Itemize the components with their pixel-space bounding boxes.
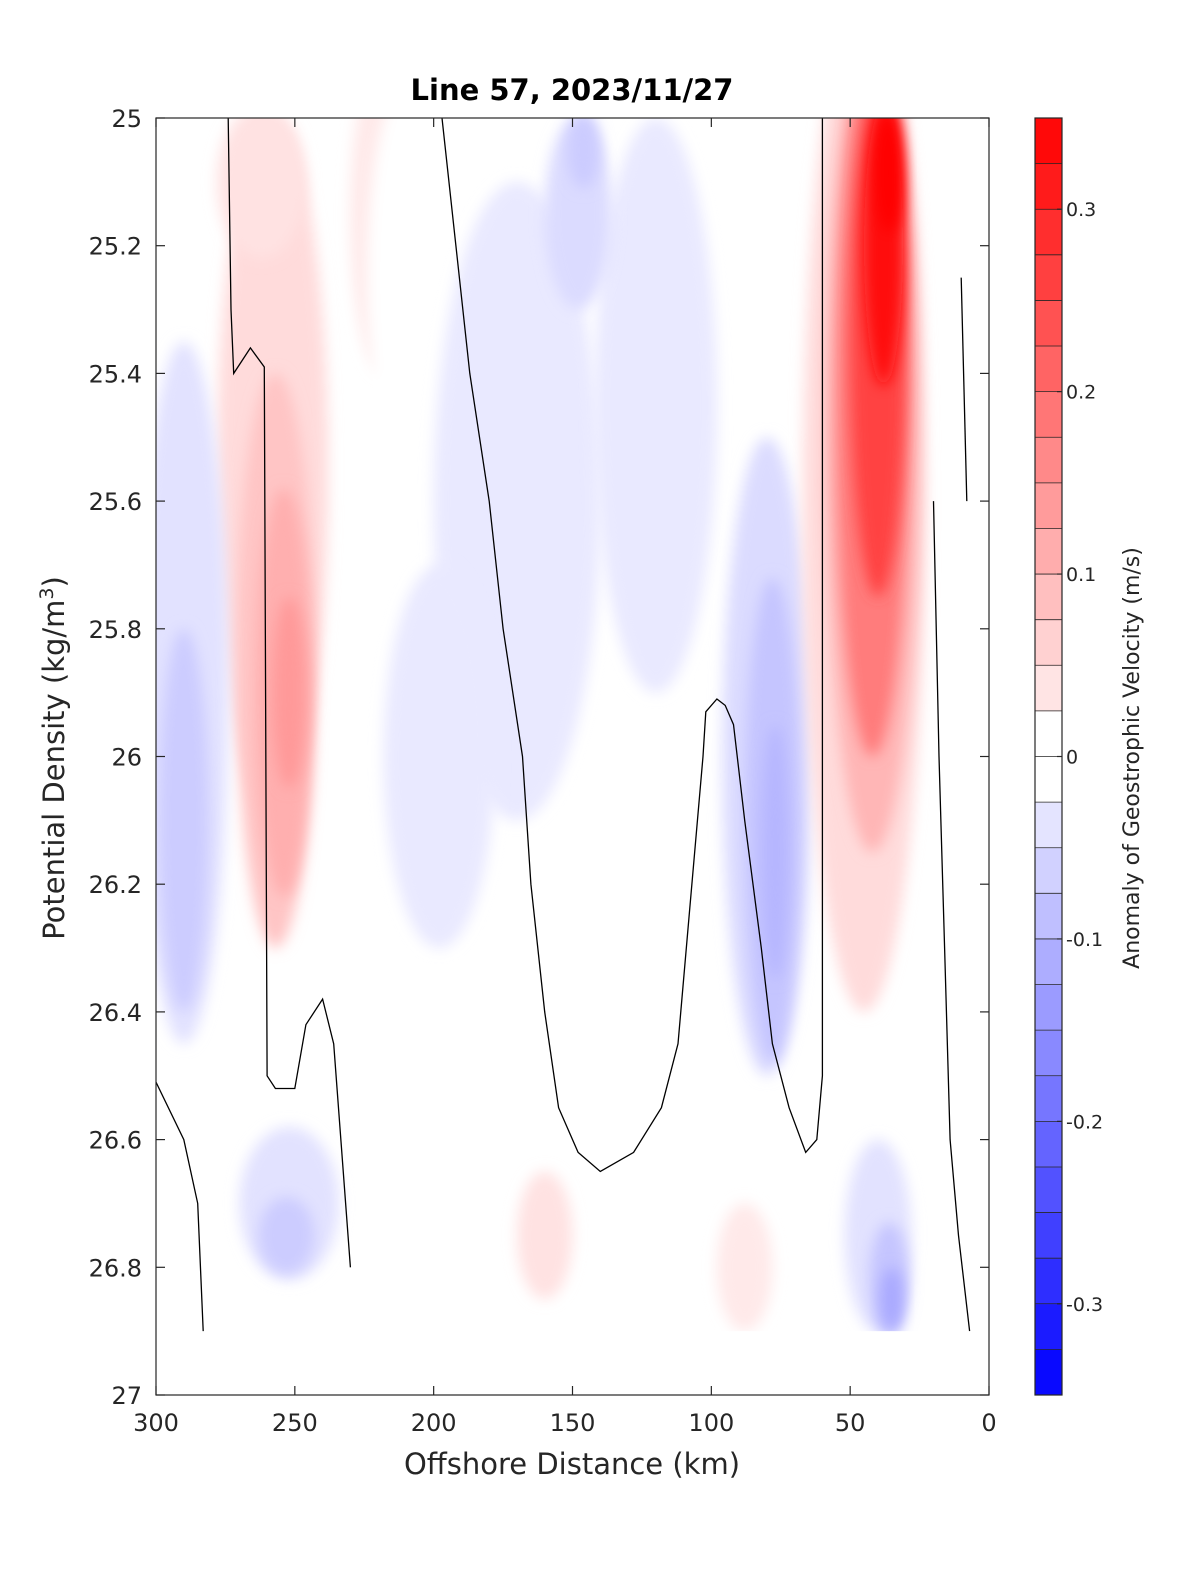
colorbar-bin	[1035, 118, 1062, 165]
y-axis-label: Potential Density (kg/m3)	[36, 576, 71, 940]
velocity-blob	[383, 564, 495, 949]
colorbar-bin	[1035, 1030, 1062, 1077]
zero-contours	[156, 118, 971, 1332]
colorbar-bin	[1035, 847, 1062, 894]
colorbar-bin	[1035, 482, 1062, 529]
y-tick-label: 25.4	[89, 360, 142, 388]
y-axis-label-close: )	[37, 576, 71, 587]
y-tick-label: 25.6	[89, 488, 142, 516]
velocity-blob	[875, 118, 903, 233]
colorbar-bin	[1035, 938, 1062, 986]
velocity-field	[156, 118, 989, 1395]
y-tick-label: 26.2	[89, 871, 142, 899]
colorbar-bin	[1035, 1303, 1062, 1350]
colorbar-tick-label: -0.2	[1066, 1111, 1103, 1133]
y-tick-label: 27	[111, 1382, 142, 1410]
x-tick-label: 300	[133, 1409, 179, 1437]
zero-contour-line	[227, 118, 352, 1268]
colorbar-bin	[1035, 163, 1062, 210]
zero-contour-line	[441, 118, 824, 1173]
colorbar-bin	[1035, 756, 1062, 803]
colorbar-bin	[1035, 209, 1062, 256]
zero-contour-line	[932, 501, 971, 1332]
colorbar-tick-label: -0.1	[1066, 929, 1103, 951]
colorbar-bin	[1035, 391, 1062, 438]
colorbar-bin	[1035, 528, 1062, 575]
colorbar-bin	[1035, 1212, 1062, 1259]
no-data-region	[156, 1331, 989, 1395]
velocity-blob	[158, 628, 209, 1012]
x-tick-label: 200	[411, 1409, 457, 1437]
y-axis-label-superscript: 3	[36, 587, 58, 599]
velocity-blob	[217, 118, 306, 259]
x-tick-label: 50	[835, 1409, 866, 1437]
colorbar-bin	[1035, 254, 1062, 301]
colorbar: 0.3 0.2 0.1 0 -0.1 -0.2 -0.3	[1034, 117, 1103, 1396]
velocity-blob	[258, 1197, 315, 1274]
x-tick-label: 100	[688, 1409, 734, 1437]
y-tick-label: 25	[111, 105, 142, 133]
colorbar-bin	[1035, 437, 1062, 484]
colorbar-tick-label: 0.3	[1066, 199, 1096, 221]
x-tick-label: 250	[272, 1409, 318, 1437]
y-axis-label-main: Potential Density (kg/m	[37, 600, 71, 940]
zero-contour-line	[960, 277, 968, 502]
colorbar-bin	[1035, 1349, 1062, 1396]
colorbar-bin	[1035, 802, 1062, 849]
colorbar-bin	[1035, 574, 1062, 621]
colorbar-tick-label: -0.3	[1066, 1294, 1103, 1316]
colorbar-bin	[1035, 710, 1062, 757]
velocity-blob	[272, 596, 306, 789]
velocity-blob	[716, 1203, 773, 1332]
zero-contour-line	[156, 1081, 204, 1332]
y-tick-label: 26.8	[89, 1254, 142, 1282]
colorbar-label: Anomaly of Geostrophic Velocity (m/s)	[1120, 547, 1145, 969]
colorbar-bin	[1035, 300, 1062, 347]
colorbar-tick-label: 0.2	[1066, 382, 1096, 404]
velocity-blob	[516, 1171, 573, 1300]
velocity-blob	[880, 1267, 903, 1332]
y-tick-label: 26	[111, 744, 142, 772]
colorbar-bin	[1035, 1121, 1062, 1168]
chart-title: Line 57, 2023/11/27	[411, 73, 734, 107]
colorbar-bin	[1035, 1258, 1062, 1305]
velocity-blob	[367, 118, 445, 470]
colorbar-bin	[1035, 984, 1062, 1031]
x-tick-label: 0	[981, 1409, 996, 1437]
colorbar-tick-label: 0	[1066, 747, 1078, 769]
colorbar-tick-label: 0.1	[1066, 564, 1096, 586]
y-tick-label: 26.6	[89, 1127, 142, 1155]
y-tick-label: 25.2	[89, 233, 142, 261]
x-axis: 300 250 200 150 100 50 0	[133, 118, 997, 1437]
colorbar-bin	[1035, 1075, 1062, 1122]
colorbar-bin	[1035, 665, 1062, 712]
colorbar-bin	[1035, 893, 1062, 940]
colorbar-bin	[1035, 346, 1062, 393]
y-tick-label: 26.4	[89, 999, 142, 1027]
x-axis-label: Offshore Distance (km)	[404, 1447, 740, 1481]
x-tick-label: 150	[550, 1409, 596, 1437]
velocity-blob	[491, 852, 626, 1300]
colorbar-bin	[1035, 1166, 1062, 1214]
y-tick-label: 25.8	[89, 616, 142, 644]
colorbar-bin	[1035, 619, 1062, 666]
y-axis: 25 25.2 25.4 25.6 25.8 26 26.2 26.4 26.6 26.8 27	[89, 105, 989, 1410]
velocity-blob	[594, 118, 717, 693]
velocity-blob	[761, 724, 790, 980]
velocity-blob	[566, 118, 601, 189]
